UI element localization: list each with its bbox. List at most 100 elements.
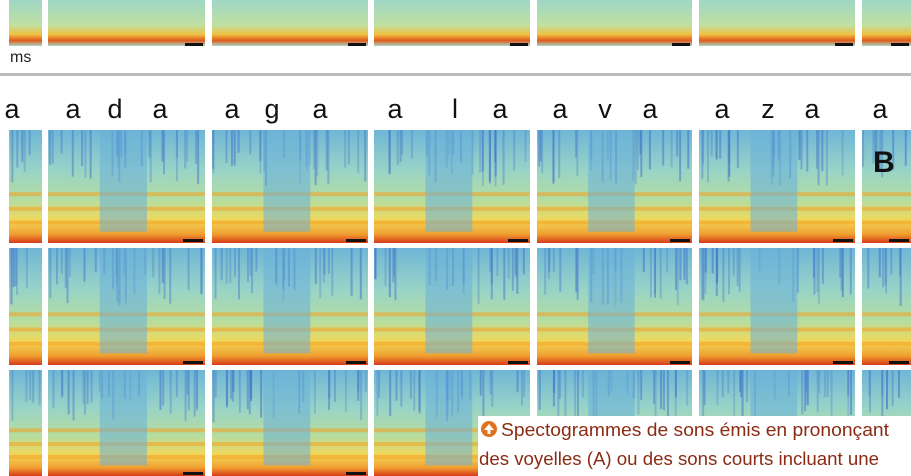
noise bbox=[400, 370, 402, 407]
noise bbox=[195, 130, 197, 164]
noise bbox=[234, 130, 236, 165]
formant bbox=[9, 428, 42, 432]
phoneme: g bbox=[264, 94, 279, 124]
noise bbox=[255, 248, 257, 271]
noise bbox=[351, 248, 353, 296]
noise bbox=[249, 130, 251, 154]
noise bbox=[25, 370, 27, 402]
noise bbox=[675, 248, 677, 290]
noise bbox=[540, 130, 542, 161]
noise bbox=[11, 370, 13, 421]
noise bbox=[39, 370, 41, 405]
spectrogram-strip bbox=[374, 0, 530, 46]
noise bbox=[259, 130, 261, 173]
noise bbox=[521, 370, 523, 405]
noise bbox=[319, 248, 321, 298]
phoneme: a bbox=[152, 94, 168, 124]
spectrogram-strip bbox=[212, 0, 368, 46]
noise bbox=[150, 130, 152, 182]
scale-bar bbox=[833, 239, 853, 242]
noise bbox=[653, 370, 655, 404]
noise bbox=[410, 370, 412, 399]
scale-bar bbox=[183, 361, 203, 364]
scale-bar bbox=[672, 43, 690, 46]
noise bbox=[29, 370, 31, 400]
noise bbox=[67, 248, 69, 303]
noise bbox=[56, 248, 58, 284]
noise bbox=[480, 370, 482, 395]
noise bbox=[231, 130, 233, 166]
noise bbox=[850, 370, 852, 415]
noise bbox=[232, 370, 234, 402]
noise bbox=[831, 370, 833, 417]
noise bbox=[238, 130, 240, 153]
noise bbox=[666, 248, 668, 272]
noise bbox=[676, 130, 678, 157]
noise bbox=[818, 370, 820, 393]
noise bbox=[393, 248, 395, 276]
noise bbox=[49, 248, 51, 298]
noise bbox=[11, 130, 13, 182]
noise bbox=[686, 248, 688, 284]
phoneme: z bbox=[761, 94, 775, 124]
scale-bar bbox=[835, 43, 853, 46]
noise bbox=[251, 248, 253, 293]
noise bbox=[13, 248, 15, 287]
noise bbox=[824, 370, 826, 397]
consonant bbox=[100, 130, 147, 232]
noise bbox=[152, 248, 154, 277]
noise bbox=[798, 130, 800, 160]
noise bbox=[548, 248, 550, 279]
noise bbox=[892, 370, 894, 406]
noise bbox=[679, 248, 681, 280]
noise bbox=[671, 130, 673, 167]
noise bbox=[879, 248, 881, 277]
noise bbox=[176, 370, 178, 397]
noise bbox=[553, 130, 555, 184]
noise bbox=[722, 370, 724, 397]
phoneme: a bbox=[552, 94, 568, 124]
noise bbox=[885, 248, 887, 285]
noise bbox=[737, 248, 739, 286]
noise bbox=[348, 130, 350, 164]
noise bbox=[413, 370, 415, 411]
consonant bbox=[425, 370, 472, 465]
noise bbox=[234, 248, 236, 277]
noise bbox=[170, 370, 172, 414]
noise bbox=[186, 130, 188, 162]
noise bbox=[52, 130, 54, 164]
noise bbox=[344, 130, 346, 168]
noise bbox=[675, 370, 677, 397]
noise bbox=[411, 130, 413, 158]
noise bbox=[539, 370, 541, 410]
noise bbox=[11, 248, 13, 304]
noise bbox=[637, 370, 639, 414]
scale-bar bbox=[183, 472, 203, 475]
noise bbox=[215, 370, 217, 397]
noise bbox=[544, 248, 546, 295]
scale-bar bbox=[183, 239, 203, 242]
formant bbox=[9, 207, 42, 211]
phoneme: a bbox=[312, 94, 328, 124]
noise bbox=[247, 248, 249, 282]
formant bbox=[9, 312, 42, 316]
caption-line: des voyelles (A) ou des sons courts incl… bbox=[479, 449, 879, 469]
scale-bar bbox=[891, 43, 909, 46]
noise bbox=[822, 248, 824, 284]
scale-bar bbox=[889, 239, 909, 242]
formant bbox=[9, 328, 42, 332]
formant bbox=[9, 455, 42, 459]
noise bbox=[479, 130, 481, 173]
noise bbox=[494, 130, 496, 162]
noise bbox=[49, 130, 51, 165]
noise bbox=[727, 370, 729, 393]
noise bbox=[84, 130, 86, 178]
noise bbox=[201, 248, 203, 295]
panel-label: B bbox=[873, 146, 895, 179]
noise bbox=[576, 130, 578, 176]
noise bbox=[15, 248, 17, 286]
formant bbox=[9, 342, 42, 346]
noise bbox=[187, 370, 189, 395]
formant bbox=[862, 342, 911, 346]
noise bbox=[250, 370, 252, 401]
